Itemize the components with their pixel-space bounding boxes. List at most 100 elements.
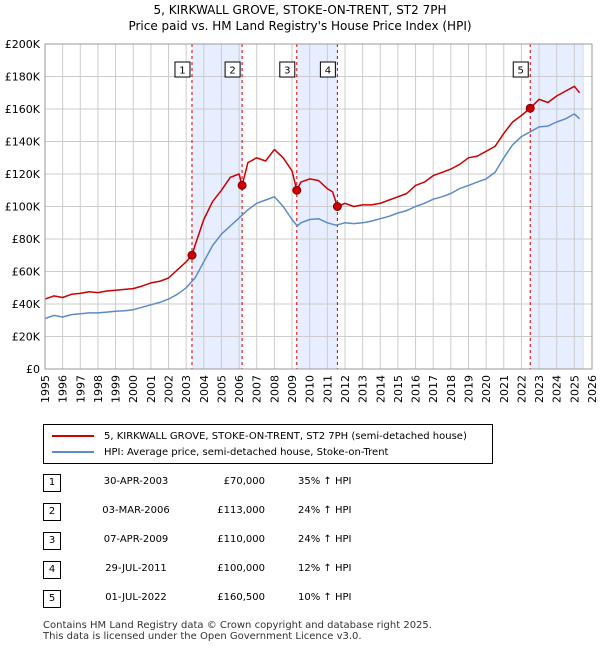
hpi-line — [44, 113, 581, 320]
sale-hpi-change: 35% ↑ HPI — [298, 476, 352, 487]
sale-number-badge: 3 — [43, 532, 61, 550]
sale-label-number: 2 — [229, 66, 235, 77]
x-tick-label: 1997 — [74, 375, 87, 403]
x-tick-label: 2010 — [304, 375, 317, 403]
sale-label-number: 5 — [518, 66, 524, 77]
sale-price: £100,000 — [217, 563, 265, 574]
sale-row: 1 30-APR-2003 £70,000 35% ↑ HPI — [43, 474, 463, 503]
footer-line-1: Contains HM Land Registry data © Crown c… — [43, 620, 432, 631]
x-tick-label: 1998 — [92, 375, 105, 403]
x-tick-label: 2000 — [127, 375, 140, 403]
legend-label-hpi: HPI: Average price, semi-detached house,… — [104, 446, 389, 458]
x-tick-label: 2009 — [286, 375, 299, 403]
sale-label-box — [224, 61, 241, 78]
price-chart: £0 £20K £40K £60K £80K £100K £120K £140K £160K £1… — [5, 38, 599, 403]
y-tick-label: £0 — [26, 363, 40, 376]
sale-point — [525, 103, 535, 113]
sale-point — [292, 185, 302, 195]
y-tick-label: £100K — [5, 201, 41, 214]
x-tick-label: 2015 — [392, 375, 405, 403]
x-tick-label: 2018 — [445, 375, 458, 403]
x-tick-label: 2024 — [551, 375, 564, 403]
sale-row: 3 07-APR-2009 £110,000 24% ↑ HPI — [43, 532, 463, 561]
x-tick-label: 2025 — [568, 375, 581, 403]
x-tick-label: 2020 — [480, 375, 493, 403]
sale-date: 03-MAR-2006 — [102, 505, 170, 516]
sale-label-box — [279, 61, 296, 78]
x-tick-label: 2006 — [233, 375, 246, 403]
sale-label-number: 1 — [179, 66, 185, 77]
sale-price: £160,500 — [217, 592, 265, 603]
y-tick-label: £60K — [12, 266, 41, 279]
footer-line-2: This data is licensed under the Open Gov… — [43, 631, 362, 642]
sale-label-number: 4 — [325, 66, 331, 77]
x-tick-label: 2013 — [357, 375, 370, 403]
x-tick-label: 2022 — [515, 375, 528, 403]
sale-point — [187, 250, 197, 260]
x-tick-label: 2019 — [462, 375, 475, 403]
chart-legend: 5, KIRKWALL GROVE, STOKE-ON-TRENT, ST2 7… — [43, 424, 493, 464]
x-tick-label: 2012 — [339, 375, 352, 403]
sale-price: £70,000 — [223, 476, 265, 487]
sale-hpi-change: 24% ↑ HPI — [298, 534, 352, 545]
sale-hpi-change: 12% ↑ HPI — [298, 563, 352, 574]
x-tick-label: 2017 — [427, 375, 440, 403]
sale-date: 29-JUL-2011 — [105, 563, 167, 574]
x-tick-label: 2021 — [498, 375, 511, 403]
sale-date: 01-JUL-2022 — [105, 592, 167, 603]
x-tick-label: 1999 — [110, 375, 123, 403]
sale-price: £113,000 — [217, 505, 265, 516]
x-tick-label: 2026 — [586, 375, 599, 403]
legend-item-hpi: HPI: Average price, semi-detached house,… — [52, 444, 388, 460]
sale-label-number: 3 — [284, 66, 290, 77]
sale-point — [332, 202, 342, 211]
x-tick-label: 2007 — [251, 375, 264, 403]
x-tick-label: 1995 — [39, 375, 52, 403]
x-tick-label: 2005 — [215, 375, 228, 403]
sale-price: £110,000 — [217, 534, 265, 545]
chart-title: 5, KIRKWALL GROVE, STOKE-ON-TRENT, ST2 7… — [153, 3, 447, 17]
sale-row: 4 29-JUL-2011 £100,000 12% ↑ HPI — [43, 561, 463, 590]
y-tick-label: £160K — [5, 103, 41, 116]
y-tick-label: £80K — [12, 233, 41, 246]
sale-label-box — [174, 61, 191, 78]
sale-date: 07-APR-2009 — [103, 534, 169, 545]
x-tick-label: 2004 — [198, 375, 211, 403]
property-price-line — [44, 85, 581, 300]
y-tick-label: £180K — [5, 71, 41, 84]
legend-swatch-hpi — [52, 451, 94, 453]
x-tick-label: 2002 — [163, 375, 176, 403]
chart-subtitle: Price paid vs. HM Land Registry's House … — [128, 19, 472, 33]
x-tick-label: 2001 — [145, 375, 158, 403]
sale-point — [237, 180, 247, 190]
x-tick-label: 2016 — [410, 375, 423, 403]
x-tick-label: 2011 — [321, 375, 334, 403]
legend-label-property: 5, KIRKWALL GROVE, STOKE-ON-TRENT, ST2 7… — [104, 430, 467, 442]
legend-item-property: 5, KIRKWALL GROVE, STOKE-ON-TRENT, ST2 7… — [52, 428, 467, 444]
legend-swatch-property — [52, 435, 94, 437]
x-tick-label: 2003 — [180, 375, 193, 403]
footer-copyright: Contains HM Land Registry data © Crown c… — [43, 620, 432, 642]
x-tick-label: 2008 — [268, 375, 281, 403]
sales-table: 1 30-APR-2003 £70,000 35% ↑ HPI 2 03-MAR… — [43, 474, 463, 619]
sale-date: 30-APR-2003 — [103, 476, 169, 487]
sale-label-box — [512, 61, 529, 78]
sale-number-badge: 4 — [43, 561, 61, 579]
y-tick-label: £20K — [12, 331, 41, 344]
sale-row: 2 03-MAR-2006 £113,000 24% ↑ HPI — [43, 503, 463, 532]
sale-hpi-change: 10% ↑ HPI — [298, 592, 352, 603]
plot-frame — [44, 43, 593, 370]
y-tick-label: £120K — [5, 168, 41, 181]
x-tick-label: 2014 — [374, 375, 387, 403]
y-tick-label: £40K — [12, 298, 41, 311]
sale-number-badge: 1 — [43, 474, 61, 492]
sale-row: 5 01-JUL-2022 £160,500 10% ↑ HPI — [43, 590, 463, 619]
sale-number-badge: 2 — [43, 503, 61, 521]
sale-label-box — [319, 61, 336, 78]
x-tick-label: 1996 — [57, 375, 70, 403]
y-tick-label: £140K — [5, 136, 41, 149]
x-tick-label: 2023 — [533, 375, 546, 403]
sale-hpi-change: 24% ↑ HPI — [298, 505, 352, 516]
sale-number-badge: 5 — [43, 590, 61, 608]
y-tick-label: £200K — [5, 38, 41, 51]
